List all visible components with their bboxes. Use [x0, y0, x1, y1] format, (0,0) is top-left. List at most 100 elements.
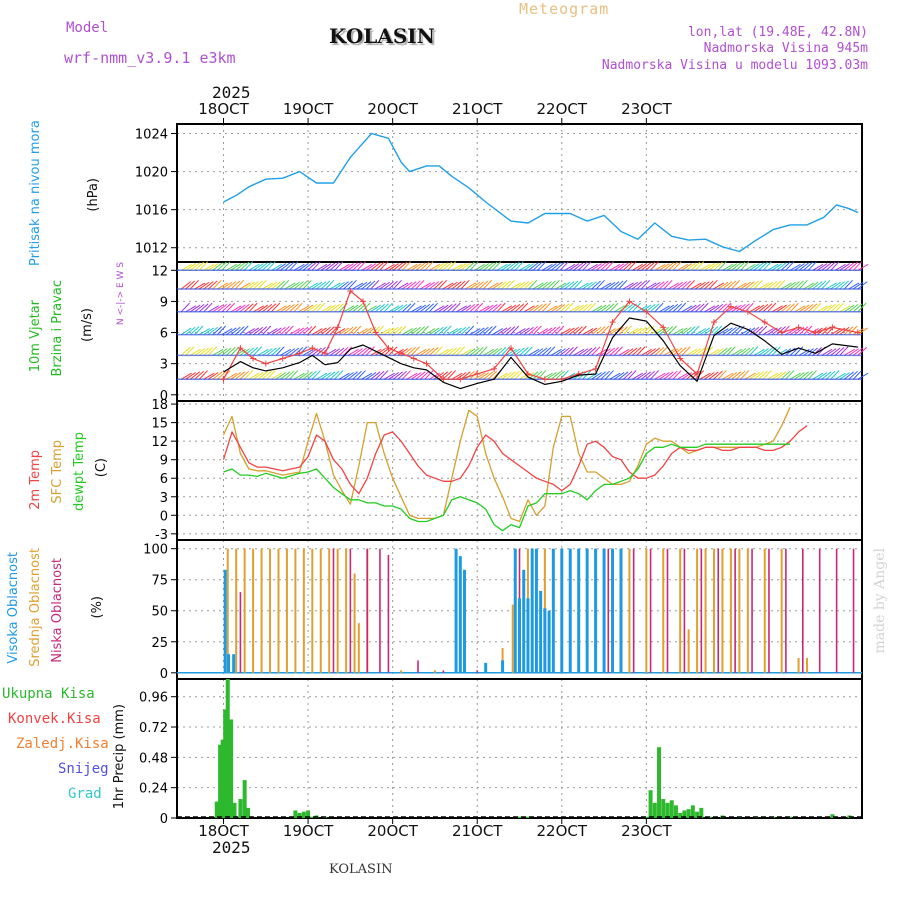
wind-barb: [591, 280, 601, 290]
wind-barb: [451, 302, 461, 313]
wind-barb: [415, 371, 426, 380]
wind-barb: [442, 304, 453, 313]
x-tick-label-bottom: 20OCT: [367, 822, 418, 840]
wind-barb: [483, 262, 494, 271]
wind-barb: [668, 370, 678, 380]
wind-barb: [239, 325, 249, 335]
wind-gust-marker: [711, 319, 718, 326]
wind-barb: [424, 370, 434, 380]
wind-barb: [244, 328, 256, 336]
wind-barb: [221, 303, 232, 313]
mid-cloud-bar: [746, 548, 749, 673]
wind-barb: [713, 261, 723, 271]
wind-barb: [217, 282, 228, 290]
mid-cloud-bar: [353, 573, 356, 673]
wind-barb: [284, 325, 294, 335]
wind-barb: [659, 305, 670, 313]
wind-barb: [843, 371, 855, 380]
wind-barb: [749, 372, 760, 380]
mid-cloud-bar: [302, 548, 305, 673]
mid-cloud-bar: [294, 548, 297, 673]
wind-barb: [528, 348, 540, 356]
wind-barb: [555, 370, 565, 380]
wind-barb: [632, 372, 643, 380]
wind-barb: [758, 370, 768, 380]
wind-barb: [649, 303, 660, 313]
wind-barb: [266, 328, 278, 336]
wind-barb: [316, 327, 327, 336]
mid-cloud-bar: [628, 548, 631, 673]
wind-barb: [668, 304, 679, 313]
wind-barb: [478, 372, 490, 380]
rain-bar: [301, 811, 306, 818]
wind-barb: [577, 282, 589, 290]
wind-barb: [356, 370, 366, 380]
wind-barb: [474, 302, 484, 313]
wind-barb: [672, 370, 682, 380]
wind-barb: [807, 281, 819, 290]
wind-barb: [438, 348, 449, 356]
wind-barb: [289, 281, 300, 290]
wind-barb: [631, 302, 641, 313]
wind-barb: [627, 261, 637, 271]
wind-barb: [433, 280, 444, 290]
wind-barb: [640, 326, 651, 335]
wind-barb: [645, 348, 657, 356]
wind-barb: [609, 372, 621, 380]
wind-gust-marker: [410, 355, 417, 362]
wind-gust-marker: [237, 345, 244, 352]
wind-barb: [216, 261, 227, 271]
wind-barb: [446, 370, 457, 380]
wind-gust-marker: [334, 324, 341, 331]
wind-barb: [194, 261, 205, 271]
high-cloud-bar: [602, 548, 606, 673]
wind-barb: [388, 280, 398, 290]
wind-barb: [185, 263, 196, 271]
wind-barb: [595, 304, 607, 313]
wind-barb: [483, 371, 494, 380]
wind-barb: [271, 302, 281, 313]
wind-barb: [537, 303, 547, 313]
x-tick-label-top: 20OCT: [367, 100, 418, 118]
wind-barb: [465, 325, 475, 335]
wind-barb: [681, 305, 693, 313]
wind-barb: [289, 261, 299, 271]
wind-barb: [397, 370, 407, 380]
wind-barb: [428, 302, 438, 313]
wind-barb: [338, 346, 349, 356]
wind-barb: [559, 328, 571, 336]
wind-barb: [541, 327, 553, 336]
mid-cloud-bar: [729, 548, 732, 673]
wind-barb: [776, 371, 787, 380]
wind-barb: [586, 302, 596, 313]
wind-gust-marker: [360, 298, 367, 305]
wind-barb: [392, 304, 404, 313]
wind-barb: [744, 372, 756, 380]
wind-barb: [194, 304, 205, 313]
wind-barb: [406, 372, 418, 380]
wind-barb: [266, 281, 278, 290]
wind-barb: [406, 263, 418, 271]
high-cloud-bar: [530, 548, 534, 673]
wind-barb: [311, 303, 322, 313]
wind-barb: [857, 327, 868, 336]
rain-bar: [218, 744, 223, 818]
station-title: KOLASIN: [329, 24, 435, 48]
wind-barb: [636, 326, 647, 336]
mid-cloud-bar: [285, 548, 288, 673]
panel-frame: [176, 678, 863, 819]
wind-barb: [555, 282, 567, 290]
model-elevation-label: Nadmorska Visina u modelu 1093.03m: [601, 58, 868, 73]
wind-barb: [663, 348, 675, 356]
low-cloud-bar: [818, 548, 821, 673]
wind-barb: [564, 327, 575, 336]
wind-barb: [447, 328, 458, 336]
wind-barb: [627, 281, 638, 290]
wind-barb: [320, 326, 331, 336]
wind-barb: [758, 325, 768, 335]
wind-barb: [451, 346, 462, 356]
x-tick-label-bottom: 18OCT: [198, 822, 249, 840]
wind-barb: [622, 282, 634, 290]
rain-bar: [246, 807, 251, 818]
wind-barb: [794, 280, 804, 290]
